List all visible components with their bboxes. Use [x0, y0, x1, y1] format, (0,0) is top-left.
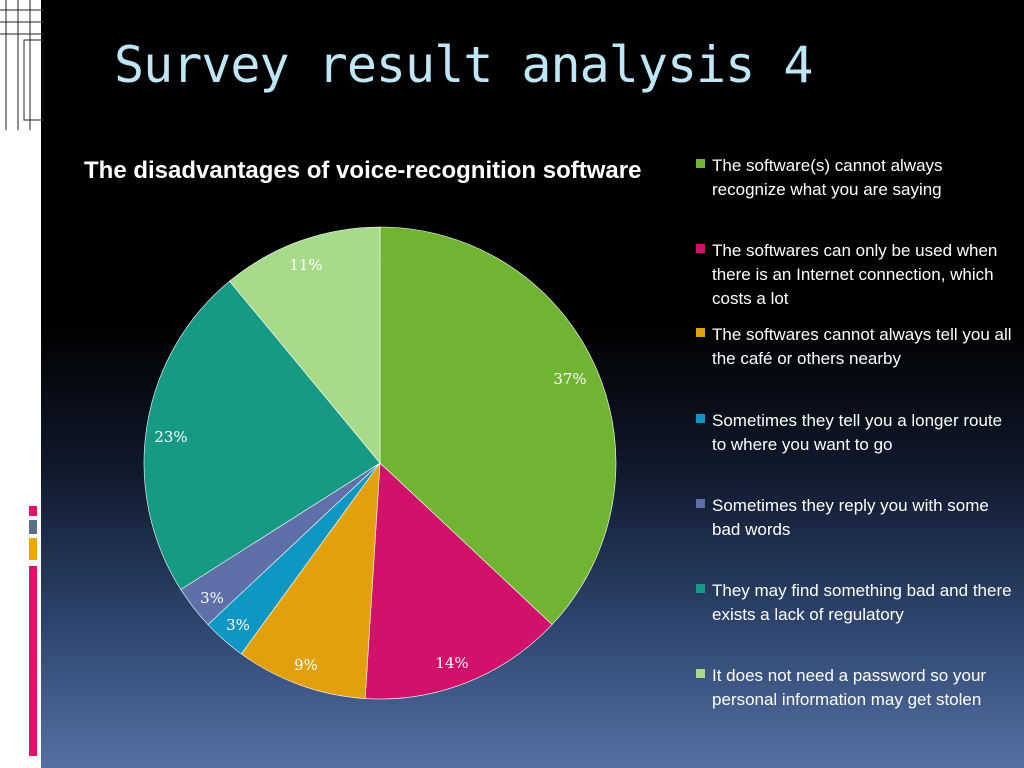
side-accent-bar — [29, 506, 37, 516]
side-accent-bar — [29, 520, 37, 534]
side-accent-bar — [29, 566, 37, 756]
legend-swatch — [696, 669, 705, 678]
legend-swatch — [696, 414, 705, 423]
legend-swatch — [696, 584, 705, 593]
legend-label: They may find something bad and there ex… — [712, 581, 1012, 624]
pie-slice — [143, 280, 381, 590]
slice-data-label: 3% — [226, 616, 250, 634]
pie-slice — [379, 226, 617, 625]
legend-label: Sometimes they reply you with some bad w… — [712, 496, 989, 539]
legend-label: The softwares cannot always tell you all… — [712, 325, 1012, 368]
legend-label: The softwares can only be used when ther… — [712, 241, 998, 308]
legend-swatch — [696, 328, 705, 337]
legend-swatch — [696, 159, 705, 168]
side-accent-bar — [29, 538, 37, 560]
slide-title: Survey result analysis 4 — [114, 36, 813, 94]
pie-slice — [364, 462, 553, 700]
slice-data-label: 23% — [154, 428, 187, 446]
slice-data-label: 11% — [289, 256, 322, 274]
legend-label: Sometimes they tell you a longer route t… — [712, 411, 1003, 454]
legend-swatch — [696, 499, 705, 508]
pie-slice — [229, 226, 381, 464]
slice-data-label: 37% — [553, 370, 586, 388]
legend-label: It does not need a password so your pers… — [712, 666, 987, 709]
slice-data-label: 3% — [200, 589, 224, 607]
corner-decoration — [0, 0, 44, 130]
slice-data-label: 14% — [435, 654, 468, 672]
legend-label: The software(s) cannot always recognize … — [712, 156, 943, 199]
pie-slice — [240, 461, 381, 699]
legend-swatch — [696, 244, 705, 253]
slice-data-label: 9% — [294, 656, 318, 674]
chart-title: The disadvantages of voice-recognition s… — [84, 157, 642, 184]
